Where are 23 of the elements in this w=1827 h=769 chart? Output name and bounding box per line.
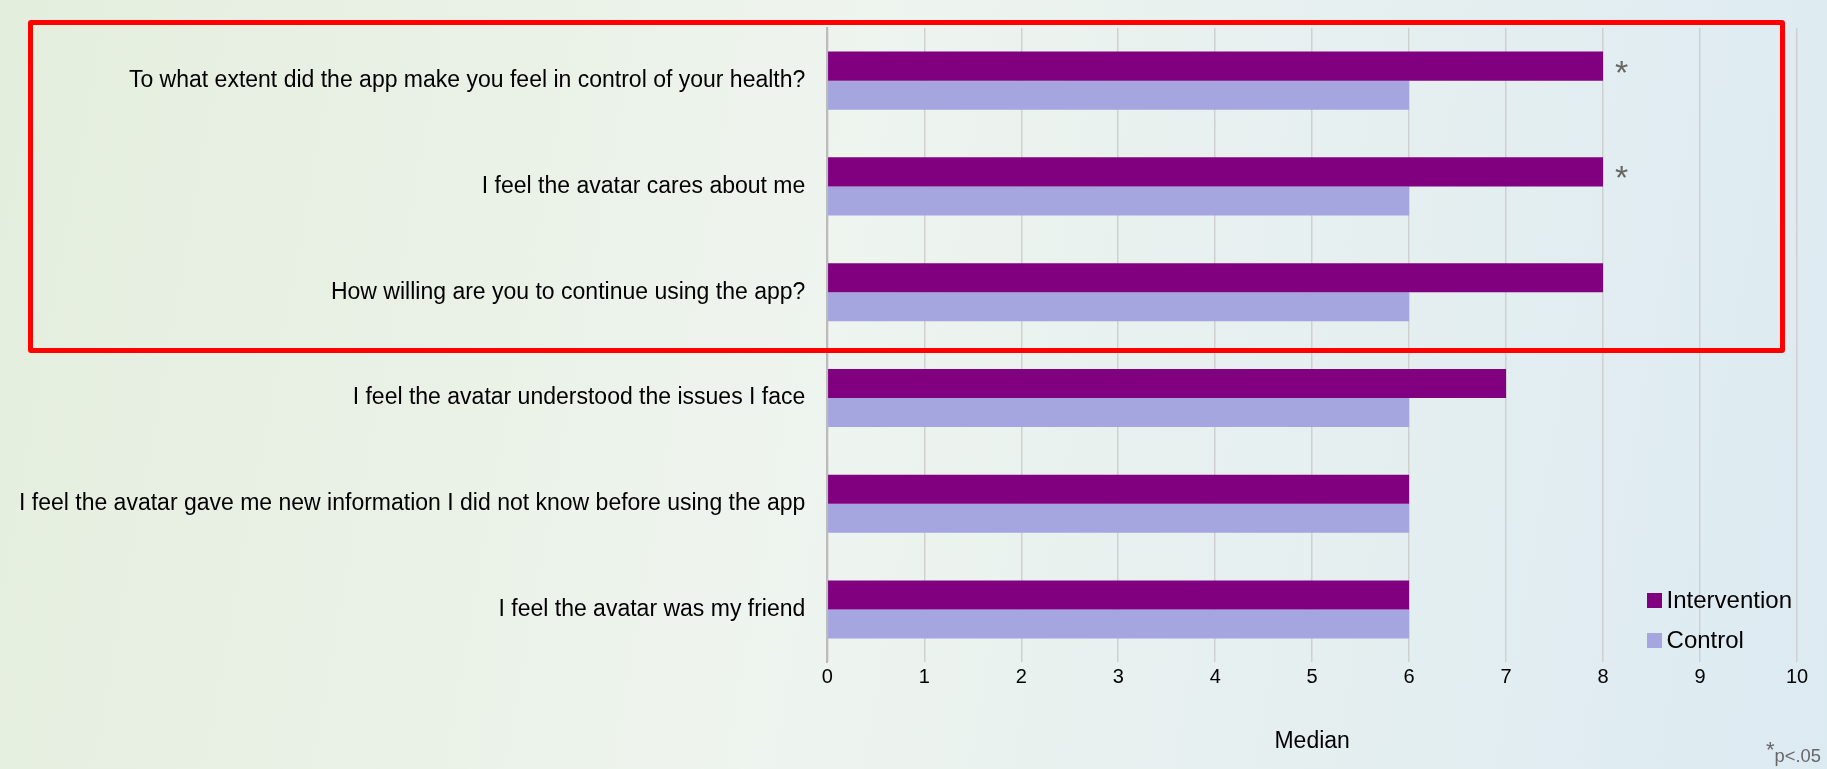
y-tick-label: How willing are you to continue using the app? [330,277,806,304]
annotation: * [1615,158,1629,197]
y-tick-label: To what extent did the app make you feel in control of your health? [128,66,806,93]
x-tick-label: 6 [1403,664,1415,687]
legend-label: Control [1665,625,1745,656]
text: *$_{p<.05}$ [1766,736,1821,767]
y-tick-label: I feel the avatar understood the issues I face [352,383,806,410]
x-tick-label: 7 [1500,664,1512,687]
x-tick-label: 5 [1306,664,1318,687]
x-axis-title: Median [1274,726,1350,753]
legend-label: Intervention [1665,585,1792,616]
x-tick-label: 1 [918,664,930,687]
x-tick-label: 9 [1694,664,1706,687]
x-tick-label: 0 [821,664,833,687]
x-tick-label: 2 [1015,664,1027,687]
y-tick-label: I feel the avatar gave me new information I did not know before using the app [19,489,806,516]
x-tick-label: 3 [1112,664,1124,687]
annotation: * [1615,52,1629,91]
x-tick-label: 4 [1209,664,1221,687]
y-tick-label: I feel the avatar cares about me [481,171,806,198]
x-tick-label: 8 [1597,664,1609,687]
y-tick-label: I feel the avatar was my friend [498,594,806,621]
x-tick-label: 10 [1785,664,1809,687]
